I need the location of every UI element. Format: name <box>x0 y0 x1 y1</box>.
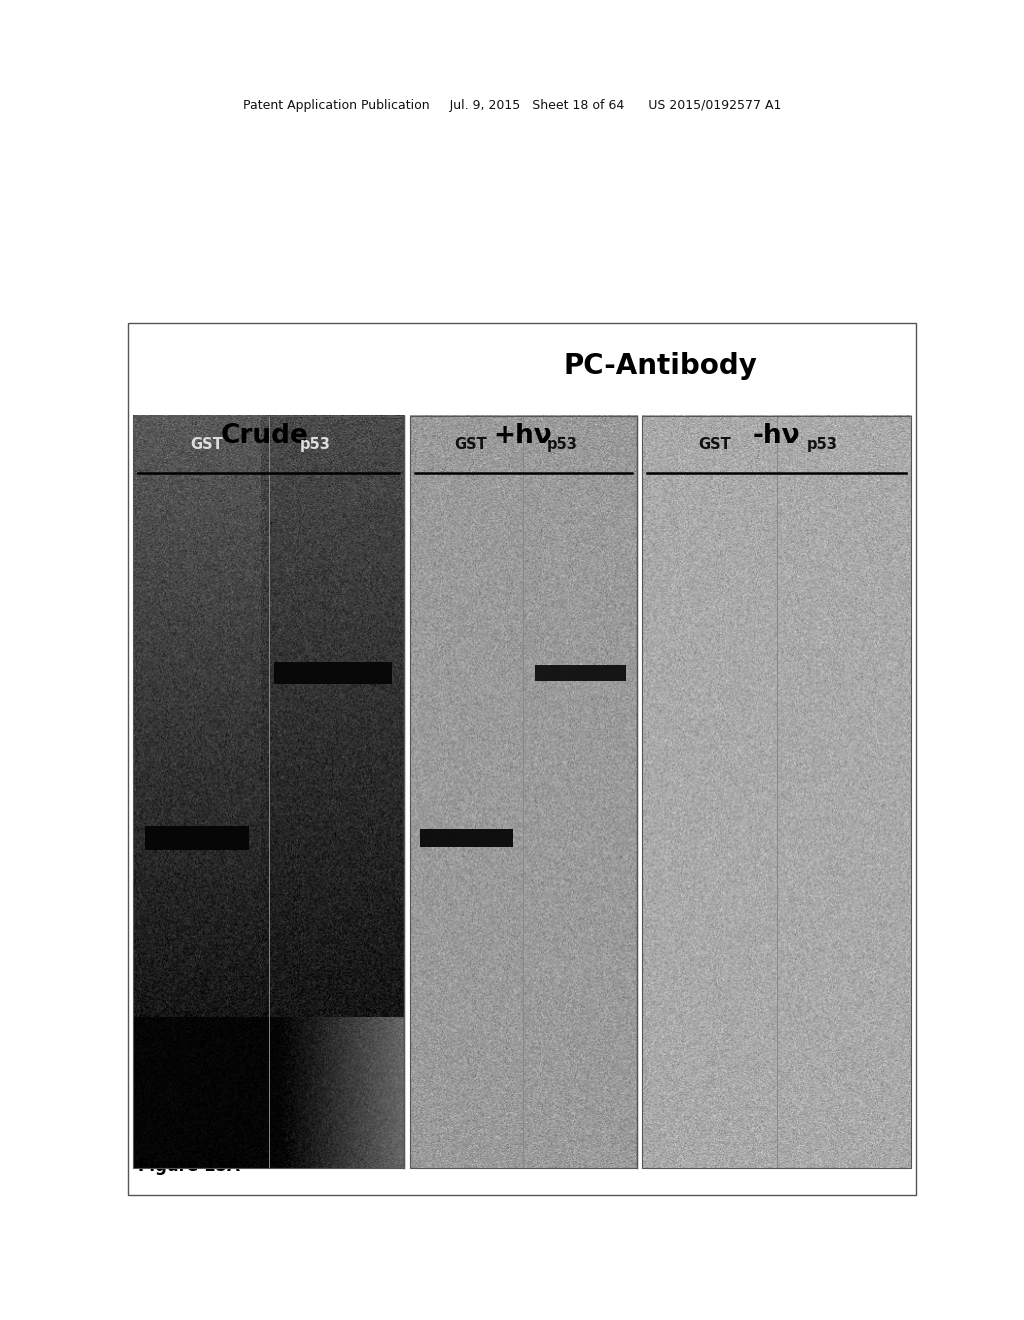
Text: p53: p53 <box>547 437 578 453</box>
Bar <box>410 416 637 1168</box>
Text: GST: GST <box>190 437 223 453</box>
Text: GST: GST <box>455 437 487 453</box>
Bar <box>420 829 513 847</box>
Text: Patent Application Publication     Jul. 9, 2015   Sheet 18 of 64      US 2015/01: Patent Application Publication Jul. 9, 2… <box>243 99 781 112</box>
Bar <box>144 826 249 850</box>
Bar <box>535 665 626 681</box>
Text: GST: GST <box>698 437 731 453</box>
Bar <box>642 416 911 1168</box>
Text: -hν: -hν <box>753 422 800 449</box>
Bar <box>273 663 391 685</box>
Text: p53: p53 <box>299 437 331 453</box>
Bar <box>128 323 916 1195</box>
Bar <box>133 416 404 1168</box>
Text: p53: p53 <box>807 437 838 453</box>
Text: Crude: Crude <box>220 422 308 449</box>
Text: PC-Antibody: PC-Antibody <box>563 351 758 380</box>
Text: +hν: +hν <box>493 422 552 449</box>
Text: Figure 15A: Figure 15A <box>138 1156 240 1175</box>
